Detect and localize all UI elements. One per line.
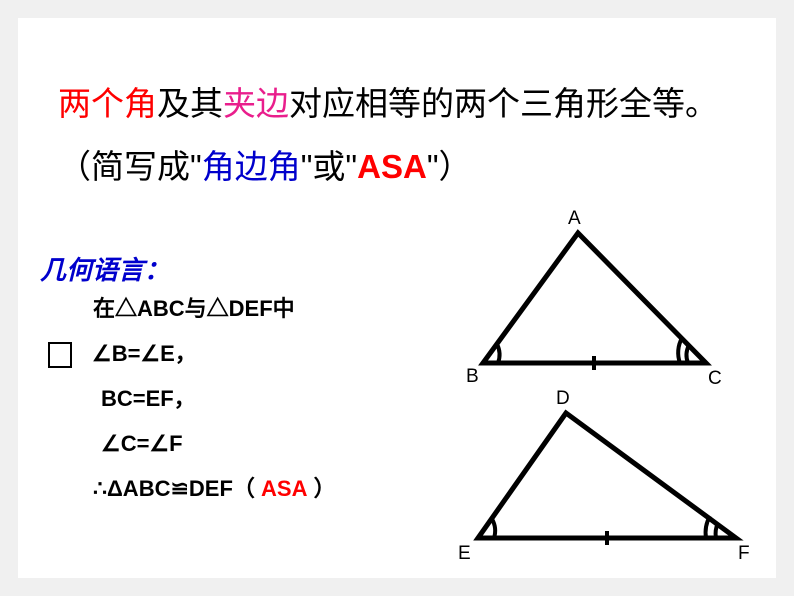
text-asa-en: ASA bbox=[357, 148, 427, 185]
proof-line-4: ∠C=∠F bbox=[101, 421, 336, 466]
proof-line-2: ∠B=∠E， bbox=[93, 331, 336, 376]
text-or: "或" bbox=[301, 148, 357, 185]
vertex-d-label: D bbox=[556, 388, 570, 410]
proof-block: 在△ABC与△DEF中 ∠B=∠E， BC=EF， ∠C=∠F ∴ΔABC≌DE… bbox=[93, 286, 336, 511]
angle-e-arc bbox=[492, 519, 495, 538]
triangle-def-svg bbox=[448, 388, 758, 563]
angle-f-arc1 bbox=[716, 523, 718, 538]
proof-line-1: 在△ABC与△DEF中 bbox=[93, 286, 336, 331]
vertex-f-label: F bbox=[738, 543, 750, 565]
vertex-e-label: E bbox=[458, 543, 471, 565]
triangle-abc-shape bbox=[483, 233, 706, 363]
proof-line-5: ∴ΔABC≌DEF（ ASA ） bbox=[93, 466, 336, 511]
vertex-c-label: C bbox=[708, 368, 722, 390]
geometry-language-heading: 几何语言： bbox=[40, 250, 170, 287]
slide-container: 两个角及其夹边对应相等的两个三角形全等。（简写成"角边角"或"ASA"） 几何语… bbox=[18, 18, 776, 578]
text-and: 及其 bbox=[157, 85, 223, 122]
angle-c-arc2 bbox=[678, 338, 682, 363]
proof-line-3: BC=EF， bbox=[101, 376, 336, 421]
text-end: "） bbox=[427, 148, 472, 185]
angle-b-arc bbox=[497, 344, 499, 363]
text-asa-chinese: 角边角 bbox=[202, 148, 301, 185]
vertex-b-label: B bbox=[466, 366, 479, 388]
angle-f-arc2 bbox=[706, 516, 710, 538]
main-statement: 两个角及其夹边对应相等的两个三角形全等。（简写成"角边角"或"ASA"） bbox=[58, 73, 738, 198]
bracket-icon bbox=[48, 342, 72, 368]
triangle-def-shape bbox=[478, 413, 736, 538]
asa-red-label: ASA bbox=[261, 476, 307, 501]
angle-c-arc1 bbox=[687, 345, 689, 363]
text-included-side: 夹边 bbox=[223, 85, 289, 122]
text-two-angles: 两个角 bbox=[58, 85, 157, 122]
triangle-abc-svg bbox=[448, 208, 738, 388]
triangle-abc: A B C bbox=[448, 208, 738, 388]
vertex-a-label: A bbox=[568, 208, 581, 230]
triangle-def: D E F bbox=[448, 388, 758, 563]
